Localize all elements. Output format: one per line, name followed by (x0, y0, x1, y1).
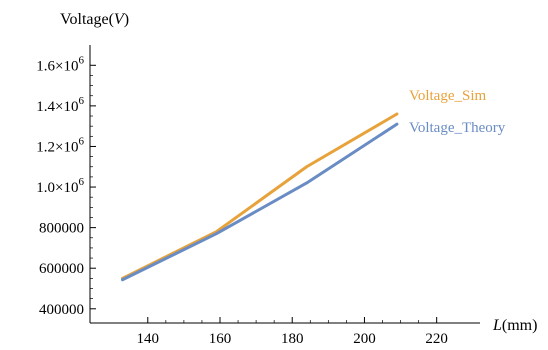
x-ticks: 140 160 180 200 220 (137, 317, 448, 347)
series-label-voltage-theory: Voltage_Theory (409, 120, 506, 136)
series-label-voltage-sim: Voltage_Sim (409, 88, 487, 104)
series-lines (121, 112, 399, 282)
axes (89, 45, 480, 324)
series-line-voltage-sim (121, 112, 399, 280)
y-tick-label: 600000 (39, 261, 84, 277)
x-tick-label: 200 (353, 331, 376, 347)
y-axis-title: Voltage(V) (60, 11, 129, 28)
x-tick-label: 180 (281, 331, 304, 347)
series-line-voltage-theory (121, 122, 399, 282)
x-axis-title: L(mm) (492, 317, 537, 334)
y-tick-label: 1.0×106 (36, 176, 84, 196)
x-tick-label: 140 (137, 331, 160, 347)
y-tick-label: 800000 (39, 221, 84, 237)
y-tick-label: 1.4×106 (36, 95, 84, 115)
series-labels: Voltage_Sim Voltage_Theory (409, 88, 506, 136)
y-tick-label: 400000 (39, 302, 84, 318)
x-tick-label: 160 (209, 331, 232, 347)
y-tick-label: 1.6×106 (36, 54, 84, 74)
y-ticks: 400000 600000 800000 1.0×106 1.2×106 1.4×106 1… (36, 54, 96, 318)
y-tick-label: 1.2×106 (36, 135, 84, 155)
x-tick-label: 220 (425, 331, 448, 347)
